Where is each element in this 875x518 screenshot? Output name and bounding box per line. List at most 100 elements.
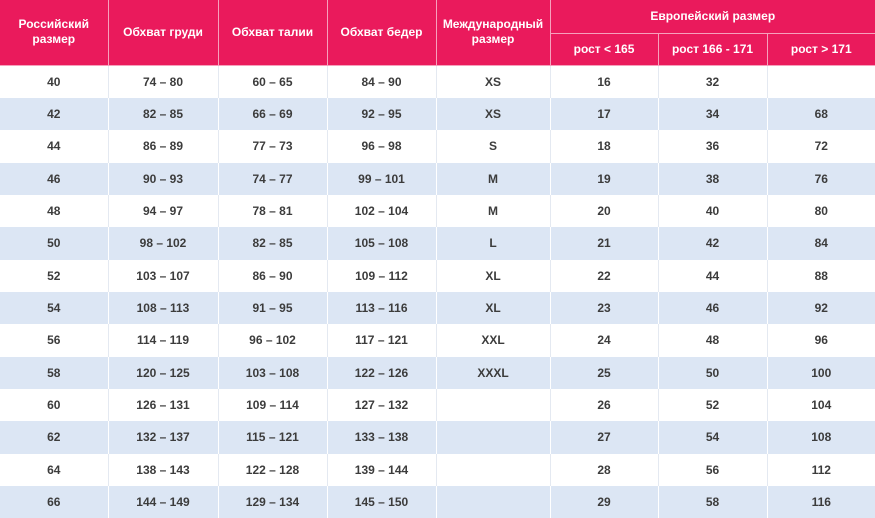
table-cell: 129 – 134	[218, 485, 328, 518]
table-cell: 144 – 149	[108, 485, 219, 518]
table-cell: 104	[811, 398, 832, 413]
subheader-row: рост < 165 рост 166 - 171 рост > 171	[0, 33, 875, 66]
table-cell: 139 – 144	[327, 453, 437, 486]
table-cell: 56	[0, 324, 109, 357]
table-cell: 58	[658, 485, 768, 518]
table-cell: 32	[658, 65, 768, 98]
table-cell: M	[436, 194, 551, 228]
header-cell: Международный размер	[436, 0, 551, 66]
table-cell: 126 – 131	[108, 388, 219, 422]
table-cell: 77 – 73	[218, 130, 328, 163]
table-cell: XL	[436, 259, 551, 292]
table-cell: 99 – 101	[327, 162, 437, 195]
table-cell: 92 – 95	[327, 97, 437, 131]
header-row: Российский размер Обхват груди Обхват та…	[0, 0, 875, 66]
table-cell: 88	[814, 268, 828, 283]
table-cell: 20	[550, 194, 659, 228]
header-cell: Обхват груди	[108, 0, 219, 66]
table-cell: 27	[550, 421, 659, 454]
table-cell: 58	[0, 356, 109, 389]
table-row: 64 138 – 143 122 – 128 139 – 144 28 56 112	[0, 453, 875, 486]
table-cell: 64	[0, 453, 109, 486]
table-cell: 103 – 107	[108, 259, 219, 292]
subheader-cell: рост 166 - 171	[658, 33, 768, 66]
table-cell: 115 – 121	[218, 421, 328, 454]
table-cell: 28	[550, 453, 659, 486]
table-cell: 84	[767, 227, 875, 260]
table-cell: 72	[814, 139, 828, 154]
table-cell: 127 – 132	[327, 388, 437, 422]
table-cell: 138 – 143	[108, 453, 219, 486]
table-row: 46 90 – 93 74 – 77 99 – 101 M 19 38 76	[0, 162, 875, 195]
table-cell: 34	[658, 97, 768, 131]
table-cell: 78 – 81	[218, 194, 328, 228]
table-cell: 26	[550, 388, 659, 422]
table-cell	[436, 485, 551, 518]
table-cell	[436, 453, 551, 486]
table-cell: 46	[658, 291, 768, 325]
group-header: Европейский размер	[550, 0, 875, 34]
header-cell: Российский размер	[0, 0, 109, 66]
table-cell: 19	[550, 162, 659, 195]
table-row: 44 86 – 89 77 – 73 96 – 98 S 18 36 72	[0, 130, 875, 163]
table-cell: 98 – 102	[108, 227, 219, 260]
table-cell: 40	[658, 194, 768, 228]
table-cell: 44	[658, 259, 768, 292]
table-body: 40 74 – 80 60 – 65 84 – 90 XS 16 32 42 82 – 85 66…	[0, 65, 875, 518]
table-cell: 96	[814, 333, 828, 348]
table-cell: 50	[658, 356, 768, 389]
table-cell: 145 – 150	[327, 485, 437, 518]
table-cell: 113 – 116	[327, 291, 437, 325]
table-cell: 50	[0, 227, 109, 260]
table-cell: 112	[811, 462, 831, 477]
table-cell: 68	[767, 97, 875, 131]
table-row: 40 74 – 80 60 – 65 84 – 90 XS 16 32	[0, 65, 875, 98]
table-cell: 76	[767, 162, 875, 195]
table-row: 56 114 – 119 96 – 102 117 – 121 XXL 24 48 96	[0, 324, 875, 357]
table-cell: XXXL	[436, 356, 551, 389]
table-cell: 92	[767, 291, 875, 325]
table-cell: 66	[0, 485, 109, 518]
table-cell: 133 – 138	[327, 421, 437, 454]
table-cell: L	[436, 227, 551, 260]
table-cell: 117 – 121	[327, 324, 437, 357]
table-cell: 132 – 137	[108, 421, 219, 454]
table-cell: 91 – 95	[218, 291, 328, 325]
table-cell: 60	[0, 388, 109, 422]
table-cell: 46	[0, 162, 109, 195]
table-cell: 100	[767, 356, 875, 389]
table-cell: 25	[550, 356, 659, 389]
table-cell: 52	[658, 388, 768, 422]
table-cell: 56	[658, 453, 768, 486]
table-cell: 94 – 97	[108, 194, 219, 228]
table-row: 54 108 – 113 91 – 95 113 – 116 XL 23 46 92	[0, 291, 875, 325]
table-row: 66 144 – 149 129 – 134 145 – 150 29 58 116	[0, 485, 875, 518]
table-cell: 18	[550, 130, 659, 163]
table-cell: 109 – 114	[218, 388, 328, 422]
table-row: 42 82 – 85 66 – 69 92 – 95 XS 17 34 68	[0, 97, 875, 131]
table-cell: XL	[436, 291, 551, 325]
table-cell: 24	[550, 324, 659, 357]
table-cell: 82 – 85	[108, 97, 219, 131]
table-cell	[767, 65, 875, 98]
table-row: 52 103 – 107 86 – 90 109 – 112 XL 22 44 88	[0, 259, 875, 292]
header-cell: Обхват талии	[218, 0, 328, 66]
table-cell: XS	[436, 97, 551, 131]
table-cell: 60 – 65	[218, 65, 328, 98]
table-cell: 44	[0, 130, 109, 163]
table-row: 48 94 – 97 78 – 81 102 – 104 M 20 40 80	[0, 194, 875, 228]
table-cell: 42	[0, 97, 109, 131]
table-row: 62 132 – 137 115 – 121 133 – 138 27 54 108	[0, 421, 875, 454]
table-cell: 114 – 119	[108, 324, 219, 357]
table-row: 60 126 – 131 109 – 114 127 – 132 26 52 104	[0, 388, 875, 422]
table-cell: 38	[658, 162, 768, 195]
table-cell: 48	[658, 324, 768, 357]
table-cell: 120 – 125	[108, 356, 219, 389]
table-cell: 122 – 128	[218, 453, 328, 486]
table-cell: 122 – 126	[327, 356, 437, 389]
table-cell: M	[436, 162, 551, 195]
table-cell: 105 – 108	[327, 227, 437, 260]
table-cell: 66 – 69	[218, 97, 328, 131]
